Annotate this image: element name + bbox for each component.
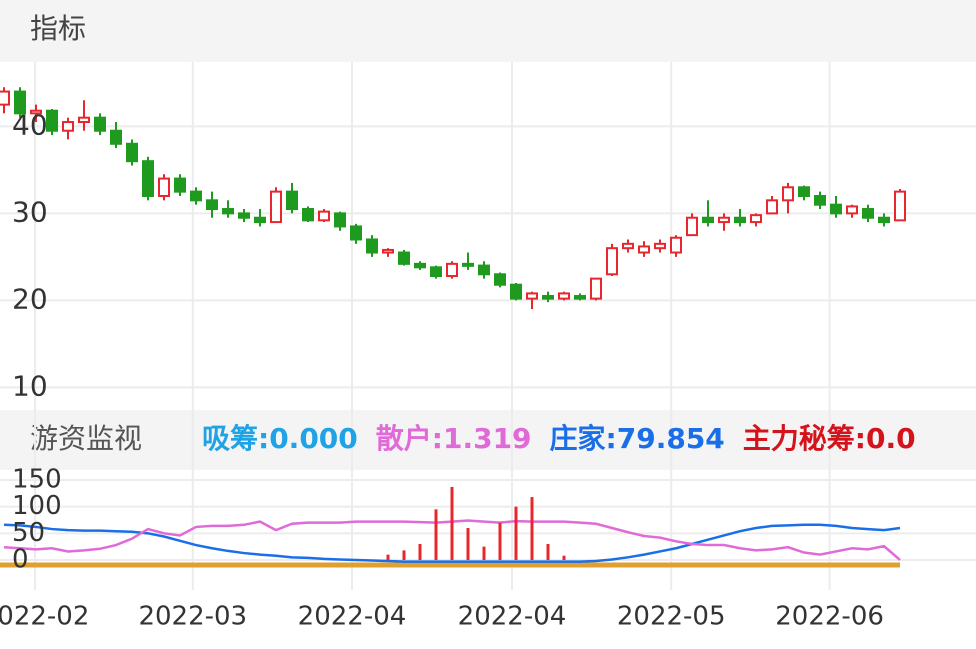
bar (514, 506, 518, 560)
y-tick-label: 50 (12, 518, 45, 548)
x-tick-label: 2022-04 (458, 602, 567, 632)
candle-body (558, 292, 570, 300)
candle-body (270, 190, 282, 224)
candle-body (206, 199, 218, 211)
bar (450, 486, 454, 560)
bar (546, 543, 550, 560)
candle-body (686, 216, 698, 237)
candle-body (766, 199, 778, 215)
x-tick-label: 2022-03 (138, 602, 247, 632)
candle-body (814, 194, 826, 206)
bar (466, 528, 470, 560)
candle-body (190, 190, 202, 202)
candle-body (526, 292, 538, 300)
candle-body (638, 245, 650, 254)
candle-body (302, 208, 314, 222)
legend-entry: 庄家:79.854 (550, 422, 725, 455)
candle-body (750, 214, 762, 224)
bar (386, 554, 390, 560)
candle-body (414, 262, 426, 269)
legend-entry: 散户:1.319 (376, 422, 532, 455)
candle-body (318, 210, 330, 222)
candle-body (782, 186, 794, 202)
bar (434, 509, 438, 560)
panel-title: 游资监视 (30, 422, 142, 455)
y-tick-label: 10 (12, 369, 48, 402)
y-tick-label: 20 (12, 282, 48, 315)
candle-body (478, 264, 490, 276)
bar (402, 550, 406, 560)
candle-body (430, 266, 442, 278)
grid (0, 62, 976, 590)
candle-body (510, 283, 522, 300)
x-tick-label: 2022-05 (617, 602, 726, 632)
candle-body (606, 247, 618, 276)
candle-body (158, 177, 170, 197)
legend-entry: 吸筹:0.000 (202, 422, 358, 455)
x-tick-label: 2022-04 (298, 602, 407, 632)
candle-body (590, 277, 602, 300)
x-tick-label: 2022-06 (775, 602, 884, 632)
candle-body (702, 216, 714, 224)
candle-body (670, 236, 682, 254)
candle-body (78, 116, 90, 124)
candle-body (0, 90, 10, 106)
candle-body (126, 142, 138, 163)
candle-body (446, 262, 458, 278)
bar (498, 522, 502, 560)
candle-body (286, 190, 298, 211)
candle-body (222, 208, 234, 215)
legend-entry: 主力秘筹:0.0 (743, 422, 916, 455)
candle-body (46, 109, 58, 132)
candle-body (142, 160, 154, 197)
candle-body (494, 273, 506, 286)
candle-body (238, 212, 250, 219)
bar (562, 555, 566, 560)
candle-body (62, 121, 74, 132)
bar (482, 546, 486, 560)
header-band (0, 0, 976, 62)
y-tick-label: 0 (12, 544, 29, 574)
candle-body (542, 295, 554, 300)
candle-body (462, 262, 474, 267)
candle-body (830, 203, 842, 215)
y-tick-label: 150 (12, 465, 62, 495)
candle-body (574, 295, 586, 300)
candle-body (14, 90, 26, 115)
candle-body (718, 216, 730, 224)
bar (418, 543, 422, 560)
y-tick-label: 40 (12, 108, 48, 141)
candle-body (254, 216, 266, 224)
candle-body (862, 208, 874, 219)
candle-body (350, 225, 362, 241)
candle-body (622, 242, 634, 250)
candle-body (382, 248, 394, 254)
candle-body (174, 177, 186, 193)
panel-band (0, 410, 976, 470)
y-tick-label: 30 (12, 195, 48, 228)
y-tick-label: 100 (12, 491, 62, 521)
candle-body (110, 129, 122, 145)
candle-body (94, 116, 106, 132)
labels: 10 20 30 40 2022-02 2022-03 2022-04 2022-04 2022… (0, 108, 916, 631)
candle-body (30, 109, 42, 115)
marks (0, 87, 906, 568)
candle-body (798, 186, 810, 197)
indicator-line (3, 523, 901, 563)
candle-body (366, 238, 378, 254)
candle-body (878, 216, 890, 224)
candle-body (334, 212, 346, 228)
candle-body (654, 242, 666, 250)
bar (530, 497, 534, 560)
x-tick-label: 2022-02 (0, 602, 89, 632)
candle-body (734, 216, 746, 224)
candle-body (846, 205, 858, 215)
candle-body (398, 251, 410, 265)
header-title: 指标 (30, 12, 86, 45)
candle-body (894, 190, 906, 222)
